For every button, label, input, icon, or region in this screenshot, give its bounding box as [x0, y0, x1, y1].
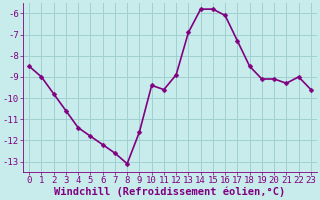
X-axis label: Windchill (Refroidissement éolien,°C): Windchill (Refroidissement éolien,°C) — [54, 187, 286, 197]
